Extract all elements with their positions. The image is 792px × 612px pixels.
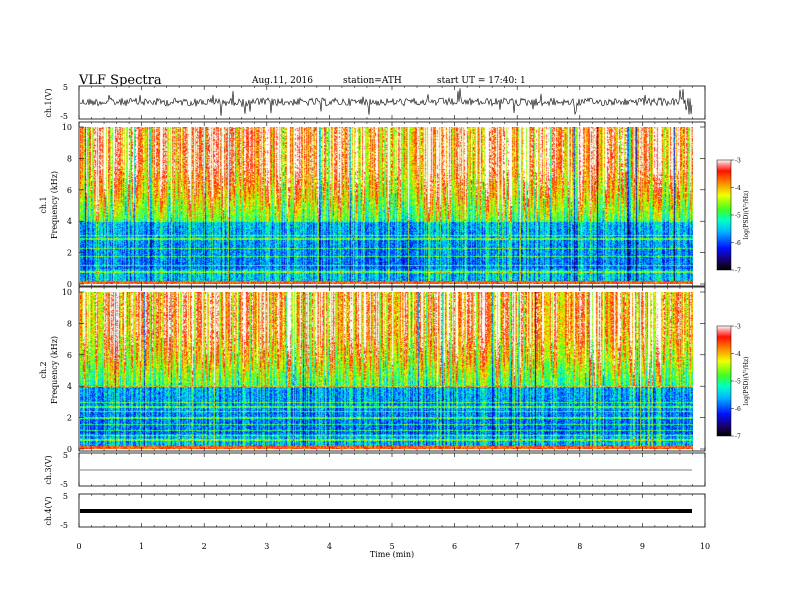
colorbar-tick-label: -3: [735, 158, 741, 165]
x-tick-label: 10: [700, 542, 710, 551]
ch2-spectrogram-ylabel-frequency: Frequency (kHz): [50, 336, 59, 404]
colorbar-tick-label: -6: [735, 406, 741, 413]
ch1-spectrogram-image: [80, 127, 693, 284]
colorbar-tick-label: -5: [735, 213, 741, 220]
y-tick-label: 10: [62, 123, 72, 132]
colorbar-tick-label: -3: [735, 324, 741, 331]
y-tick-label: 8: [67, 154, 72, 163]
station-label: station=ATH: [343, 76, 402, 86]
ch3-ytick-bottom: -5: [60, 480, 68, 489]
figure-header: VLF Spectra Aug.11, 2016 station=ATH sta…: [78, 73, 526, 88]
ch1-colorbar-ticks: -3 -4 -5 -6 -7: [731, 158, 741, 275]
ch2-colorbar: [716, 325, 732, 437]
ch1-waveform-trace: [79, 88, 693, 116]
x-tick-label: 7: [515, 542, 520, 551]
x-tick-label: 3: [264, 542, 269, 551]
ch1-spectrogram-ylabel-frequency: Frequency (kHz): [50, 171, 59, 239]
x-tick-label: 5: [389, 542, 394, 551]
ch2-spectrogram-image: [80, 292, 693, 449]
ch1-colorbar: [716, 159, 732, 271]
x-tick-label: 6: [452, 542, 457, 551]
ch3-waveform-ylabel: ch.3(V): [44, 455, 53, 484]
colorbar-tick-label: -7: [735, 434, 741, 441]
ch3-ytick-top: 5: [63, 451, 68, 460]
y-tick-label: 2: [67, 414, 72, 423]
y-tick-label: 8: [67, 319, 72, 328]
y-tick-label: 0: [67, 280, 72, 289]
ch1-waveform-ylabel: ch.1(V): [44, 88, 53, 117]
x-tick-label: 2: [202, 542, 207, 551]
y-tick-label: 6: [67, 186, 72, 195]
colorbar-tick-label: -4: [735, 185, 741, 192]
ch4-waveform-ylabel: ch.4(V): [44, 496, 53, 525]
x-tick-label: 1: [139, 542, 144, 551]
colorbar-tick-label: -5: [735, 379, 741, 386]
y-tick-label: 4: [67, 217, 72, 226]
colorbar-tick-label: -6: [735, 240, 741, 247]
ch3-waveform-frame: [78, 452, 706, 487]
figure-title: VLF Spectra: [78, 73, 162, 88]
ch1-ytick-top: 5: [63, 83, 68, 92]
time-axis-label: Time (min): [370, 550, 414, 559]
ch3-waveform-panel: 5 -5 ch.3(V): [44, 451, 706, 489]
ch1-spectrogram-ylabel-channel: ch.1: [39, 196, 48, 213]
ch2-spectrogram-yticks: 0 2 4 6 8 10: [62, 288, 705, 454]
ch1-spectrogram-yticks: 0 2 4 6 8 10: [62, 123, 705, 289]
y-tick-label: 2: [67, 249, 72, 258]
x-tick-label: 8: [577, 542, 582, 551]
ch2-spectrogram-ylabel-channel: ch.2: [39, 361, 48, 378]
time-axis: 0 1 2 3 4 5 6 7 8 9 10: [76, 86, 710, 551]
ch1-waveform-panel: 5 -5 ch.1(V): [44, 83, 706, 121]
ch1-colorbar-label: log(PSD)(V²/Hz): [743, 191, 750, 240]
y-tick-label: 0: [67, 445, 72, 454]
colorbar-tick-label: -4: [735, 351, 741, 358]
y-tick-label: 10: [62, 288, 72, 297]
ch2-colorbar-ticks: -3 -4 -5 -6 -7: [731, 324, 741, 441]
x-tick-label: 9: [640, 542, 645, 551]
ch4-ytick-bottom: -5: [60, 521, 68, 530]
ch4-waveform-panel: 5 -5 ch.4(V): [44, 492, 706, 530]
colorbar-tick-label: -7: [735, 268, 741, 275]
ch1-ytick-bottom: -5: [60, 112, 68, 121]
ch4-ytick-top: 5: [63, 492, 68, 501]
y-tick-label: 4: [67, 382, 72, 391]
start-time-label: start UT = 17:40: 1: [437, 76, 526, 86]
x-tick-label: 0: [76, 542, 81, 551]
y-tick-label: 6: [67, 351, 72, 360]
ch2-colorbar-label: log(PSD)(V²/Hz): [743, 357, 750, 406]
x-tick-label: 4: [327, 542, 332, 551]
date-label: Aug.11, 2016: [251, 76, 313, 86]
